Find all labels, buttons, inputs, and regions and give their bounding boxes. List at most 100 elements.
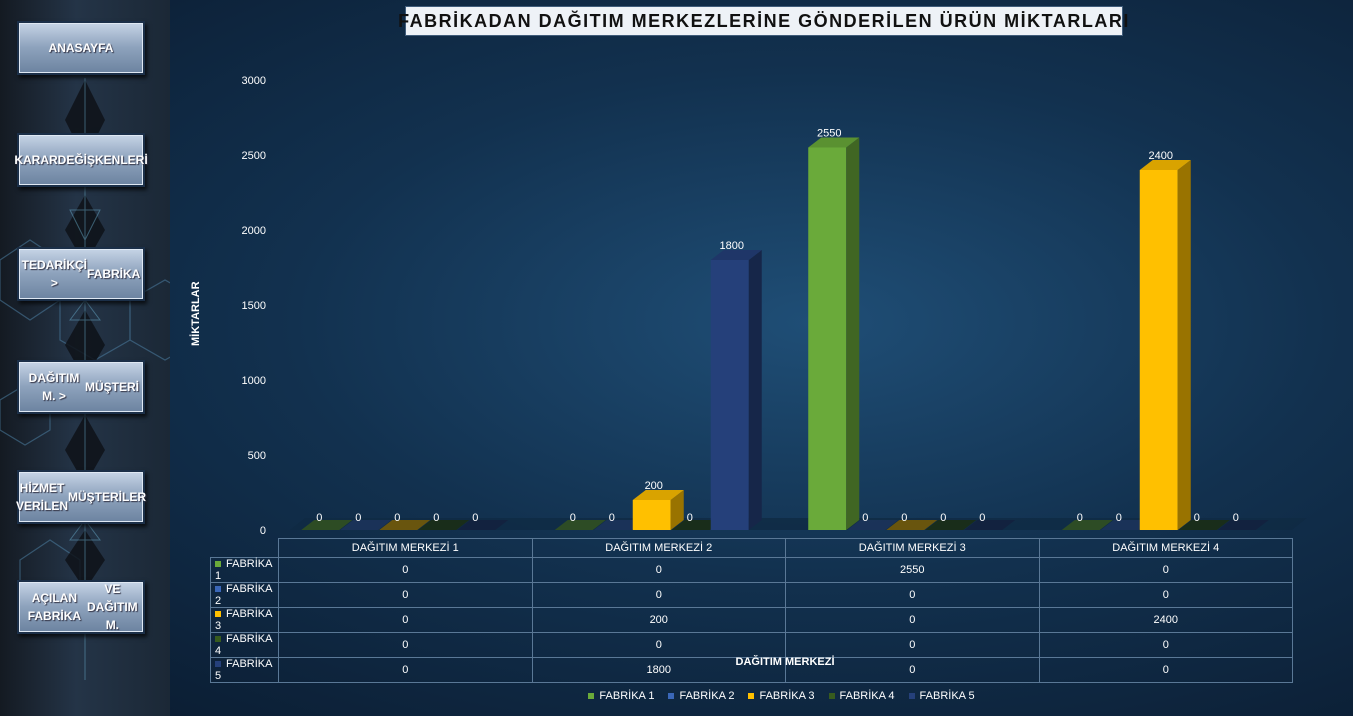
nav-button-label: VE DAĞITIM M. xyxy=(87,582,138,632)
data-label: 1800 xyxy=(720,240,744,252)
table-cell: 0 xyxy=(531,582,786,608)
nav-button-label: MÜŞTERİLER xyxy=(68,490,147,504)
table-cell: 2550 xyxy=(785,557,1040,583)
table-cell: 0 xyxy=(1038,582,1293,608)
table-cell: 0 xyxy=(785,657,1040,683)
legend-label: FABRİKA 2 xyxy=(679,690,735,702)
legend-label: FABRİKA 3 xyxy=(759,690,815,702)
legend-item: FABRİKA 5 xyxy=(908,690,975,702)
data-label: 0 xyxy=(940,512,946,524)
y-tick-label: 2500 xyxy=(242,150,266,162)
nav-button-4[interactable]: DAĞITIM M. > MÜŞTERİ xyxy=(17,360,145,414)
bar-fabri̇ka-4-4 xyxy=(1178,520,1230,530)
legend-swatch-icon xyxy=(668,693,675,699)
data-label: 0 xyxy=(1233,512,1239,524)
table-row-header: FABRİKA 4 xyxy=(210,632,279,658)
legend: FABRİKA 1 FABRİKA 2 FABRİKA 3 FABRİKA 4 FABR… xyxy=(170,690,1353,702)
nav-button-label: MÜŞTERİ xyxy=(85,380,139,394)
bar-fabri̇ka-5-2 xyxy=(710,250,762,530)
legend-item: FABRİKA 3 xyxy=(748,690,815,702)
chart-title: FABRİKADAN DAĞITIM MERKEZLERİNE GÖNDERİL… xyxy=(398,6,1128,36)
data-label: 0 xyxy=(609,512,615,524)
legend-label: FABRİKA 5 xyxy=(919,690,975,702)
bar-fabri̇ka-1-1 xyxy=(301,520,353,530)
table-cell: 0 xyxy=(531,557,786,583)
nav-button-3[interactable]: TEDARİKÇİ > FABRİKA xyxy=(17,247,145,301)
data-label: 0 xyxy=(355,512,361,524)
y-tick-label: 3000 xyxy=(242,75,266,87)
bar-fabri̇ka-1-2 xyxy=(554,520,606,530)
table-row-header: FABRİKA 1 xyxy=(210,557,279,583)
table-cell: 0 xyxy=(278,557,533,583)
nav-button-1[interactable]: ANASAYFA xyxy=(17,21,145,75)
data-label: 2400 xyxy=(1149,150,1173,162)
bar-fabri̇ka-4-1 xyxy=(418,520,470,530)
table-cell: 2400 xyxy=(1038,607,1293,633)
bar-fabri̇ka-3-2 xyxy=(632,490,684,530)
bar-fabri̇ka-1-4 xyxy=(1061,520,1113,530)
legend-key-icon xyxy=(215,611,221,618)
bar-fabri̇ka-5-4 xyxy=(1217,520,1269,530)
data-label: 200 xyxy=(645,480,663,492)
y-tick-label: 500 xyxy=(248,450,266,462)
series-name: FABRİKA 2 xyxy=(215,583,272,607)
y-tick-label: 2000 xyxy=(242,225,266,237)
bar-fabri̇ka-2-2 xyxy=(593,520,645,530)
legend-key-icon xyxy=(215,636,221,643)
table-cell: 0 xyxy=(1038,632,1293,658)
nav-button-label: HİZMET VERİLEN xyxy=(16,481,69,513)
data-label: 0 xyxy=(862,512,868,524)
series-name: FABRİKA 5 xyxy=(215,658,272,682)
bar-fabri̇ka-5-1 xyxy=(457,520,509,530)
nav-button-5[interactable]: HİZMET VERİLEN MÜŞTERİLER xyxy=(16,470,147,524)
table-cell: 1800 xyxy=(531,657,786,683)
table-cell: 0 xyxy=(531,632,786,658)
nav-button-label: FABRİKA xyxy=(87,267,141,281)
series-name: FABRİKA 3 xyxy=(215,608,272,632)
data-label: 0 xyxy=(687,512,693,524)
legend-swatch-icon xyxy=(588,693,595,699)
table-cell: 0 xyxy=(278,657,533,683)
data-label: 0 xyxy=(1077,512,1083,524)
series-name: FABRİKA 4 xyxy=(215,633,272,657)
table-cell: 0 xyxy=(278,582,533,608)
legend-label: FABRİKA 4 xyxy=(839,690,895,702)
legend-item: FABRİKA 4 xyxy=(828,690,895,702)
table-row: FABRİKA 3 0 200 0 2400 xyxy=(210,607,1293,633)
table-row-header: FABRİKA 2 xyxy=(210,582,279,608)
table-row: FABRİKA 5 0 1800 0 0 xyxy=(210,657,1293,683)
nav-button-label: DEĞİŞKENLERİ xyxy=(57,153,148,167)
legend-item: FABRİKA 2 xyxy=(668,690,734,702)
legend-item: FABRİKA 1 xyxy=(588,690,654,702)
bar-fabri̇ka-3-4 xyxy=(1139,160,1191,530)
nav-button-2[interactable]: KARAR DEĞİŞKENLERİ xyxy=(14,133,148,187)
bar-fabri̇ka-5-3 xyxy=(964,520,1016,530)
data-label: 0 xyxy=(979,512,985,524)
table-cell: 0 xyxy=(785,607,1040,633)
data-label: 0 xyxy=(472,512,478,524)
data-label: 0 xyxy=(901,512,907,524)
data-label: 0 xyxy=(1194,512,1200,524)
nav-button-6[interactable]: AÇILAN FABRİKA VE DAĞITIM M. xyxy=(17,580,145,634)
data-label: 0 xyxy=(316,512,322,524)
data-label: 0 xyxy=(570,512,576,524)
nav-button-label: TEDARİKÇİ > xyxy=(21,258,87,290)
nav-button-label: AÇILAN FABRİKA xyxy=(27,591,82,623)
table-cell: 0 xyxy=(1038,657,1293,683)
table-row-header: FABRİKA 3 xyxy=(210,607,279,633)
bar-fabri̇ka-3-1 xyxy=(379,520,431,530)
legend-swatch-icon xyxy=(748,693,755,699)
bar-fabri̇ka-2-3 xyxy=(847,520,899,530)
table-cell: 0 xyxy=(278,632,533,658)
table-row: FABRİKA 1 0 0 2550 0 xyxy=(210,557,1293,583)
nav-button-label: ANASAYFA xyxy=(48,41,114,55)
y-tick-label: 1500 xyxy=(242,300,266,312)
table-cell: 0 xyxy=(785,632,1040,658)
legend-key-icon xyxy=(215,561,221,568)
data-label: 0 xyxy=(433,512,439,524)
y-tick-label: 0 xyxy=(260,525,266,537)
bar-fabri̇ka-4-2 xyxy=(671,520,723,530)
table-cell: 0 xyxy=(278,607,533,633)
